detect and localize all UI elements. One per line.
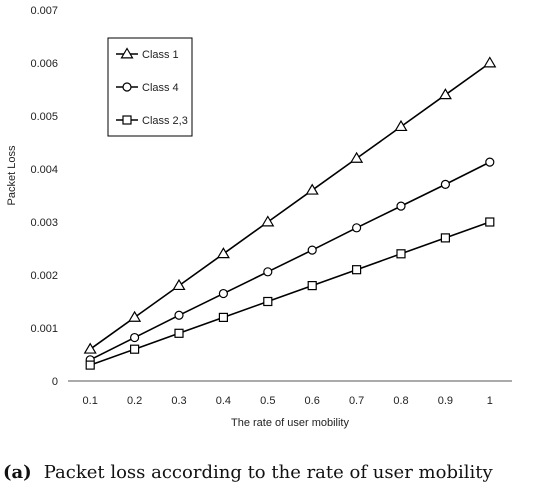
data-point (485, 157, 495, 167)
data-point (307, 281, 317, 291)
legend-label: Class 4 (142, 82, 179, 94)
data-point (218, 312, 228, 322)
caption-text: Packet loss according to the rate of use… (43, 462, 493, 483)
series-2 (85, 157, 495, 365)
x-tick-label: 0.1 (83, 395, 98, 407)
x-tick-label: 0.4 (216, 395, 231, 407)
data-point (83, 342, 97, 354)
legend-label: Class 1 (142, 49, 179, 61)
data-point (394, 119, 408, 132)
data-point (130, 344, 140, 354)
x-tick-label: 1 (487, 395, 493, 407)
x-axis-label: The rate of user mobility (231, 417, 349, 429)
data-point (485, 217, 495, 227)
data-point (85, 360, 95, 370)
data-point (440, 233, 450, 243)
x-tick-label: 0.7 (349, 395, 364, 407)
legend-item: Class 2,3 (116, 115, 188, 127)
data-point (352, 265, 362, 275)
data-point (307, 245, 317, 255)
series-layer (83, 56, 497, 370)
series-line (89, 161, 491, 361)
y-tick-label: 0.006 (30, 58, 58, 70)
x-tick-label: 0.5 (260, 395, 275, 407)
series-1 (83, 56, 497, 354)
data-point (128, 310, 142, 322)
data-point (396, 249, 406, 259)
data-point (396, 201, 406, 211)
legend-item: Class 1 (116, 47, 179, 61)
data-point (263, 267, 273, 277)
data-point (174, 328, 184, 338)
data-point (483, 56, 497, 68)
figure-caption: (a) Packet loss according to the rate of … (0, 462, 550, 483)
data-point (174, 310, 184, 320)
legend-label: Class 2,3 (142, 115, 188, 127)
legend-item: Class 4 (116, 82, 179, 94)
x-tick-label: 0.6 (305, 395, 320, 407)
legend-marker (120, 47, 134, 59)
data-point (438, 88, 452, 100)
data-point (352, 223, 362, 233)
x-tick-label: 0.9 (438, 395, 453, 407)
line-chart: 0 0.001 0.002 0.003 0.004 0.005 0.006 0.007 0.1… (6, 5, 512, 429)
legend-marker (122, 82, 132, 92)
data-point (130, 332, 140, 343)
legend: Class 1 Class 4 Class 2,3 (107, 37, 193, 137)
series-line (89, 62, 491, 350)
x-tick-label: 0.3 (171, 395, 186, 407)
x-tick-label: 0.8 (393, 395, 408, 407)
data-point (350, 151, 364, 163)
data-point (218, 288, 228, 299)
y-tick-label: 0.007 (30, 5, 58, 17)
y-tick-label: 0.001 (30, 323, 58, 335)
data-point (216, 247, 230, 259)
series-line (89, 221, 491, 366)
y-tick-label: 0 (52, 376, 58, 388)
y-tick-label: 0.002 (30, 270, 58, 282)
data-point (261, 215, 275, 227)
x-axis-ticks: 0.1 0.2 0.3 0.4 0.5 0.6 0.7 0.8 0.9 1 (83, 395, 493, 407)
y-axis-label: Packet Loss (6, 145, 18, 205)
y-tick-label: 0.005 (30, 111, 58, 123)
y-tick-label: 0.003 (30, 217, 58, 229)
caption-letter: (a) (3, 462, 32, 483)
legend-marker (122, 115, 132, 125)
y-tick-label: 0.004 (30, 164, 58, 176)
series-3 (85, 217, 495, 370)
data-point (263, 296, 273, 307)
x-tick-label: 0.2 (127, 395, 142, 407)
data-point (172, 278, 186, 291)
data-point (305, 183, 319, 195)
data-point (440, 179, 450, 189)
y-axis-ticks: 0 0.001 0.002 0.003 0.004 0.005 0.006 0.007 (30, 5, 58, 388)
